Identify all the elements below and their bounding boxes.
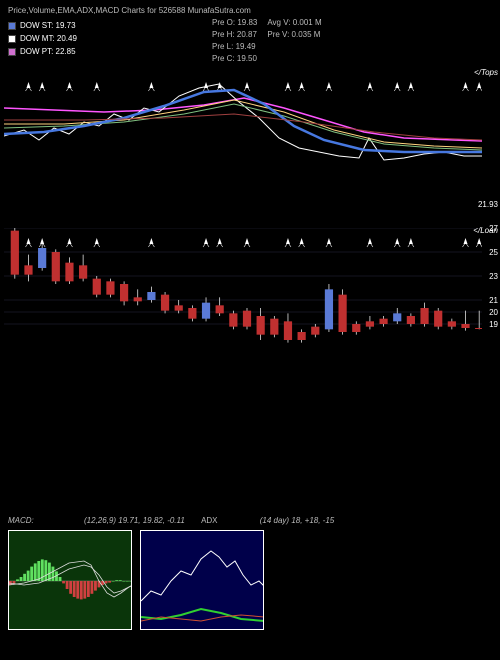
legend-item: DOW PT: 22.85 xyxy=(8,46,77,58)
indicator-labels: MACD: (12,26,9) 19.71, 19.82, -0.11 ADX … xyxy=(8,516,334,525)
ytick: 20 xyxy=(489,308,498,317)
legend-label: DOW PT: 22.85 xyxy=(20,46,76,58)
pre-close: Pre C: 19.50 xyxy=(212,54,265,64)
candlestick-chart xyxy=(4,228,482,348)
legend-swatch xyxy=(8,35,16,43)
ohlc-header: Pre O: 19.83Avg V: 0.001 M Pre H: 20.87P… xyxy=(210,16,332,66)
pre-low: Pre L: 19.49 xyxy=(212,42,265,52)
adx-panel xyxy=(140,530,264,630)
legend-label: DOW MT: 20.49 xyxy=(20,33,77,45)
pre-open: Pre O: 19.83 xyxy=(212,18,265,28)
adx-values: (14 day) 18, +18, -15 xyxy=(260,516,335,525)
legend-swatch xyxy=(8,22,16,30)
ytick: 25 xyxy=(489,248,498,257)
ytick: 27 xyxy=(489,224,498,233)
adx-label: ADX xyxy=(201,516,217,525)
ema-chart xyxy=(4,70,482,210)
ema-right-value: 21.93 xyxy=(478,200,498,209)
pre-vol: Pre V: 0.035 M xyxy=(267,30,329,40)
ema-axis-label: </Tops xyxy=(474,68,498,77)
ytick: 21 xyxy=(489,296,498,305)
macd-panel xyxy=(8,530,132,630)
pre-high: Pre H: 20.87 xyxy=(212,30,265,40)
macd-values: (12,26,9) 19.71, 19.82, -0.11 xyxy=(84,516,185,525)
legend: DOW ST: 19.73 DOW MT: 20.49 DOW PT: 22.8… xyxy=(8,20,77,59)
macd-label: MACD: xyxy=(8,516,34,525)
chart-title: Price,Volume,EMA,ADX,MACD Charts for 526… xyxy=(8,6,251,15)
ytick: 19 xyxy=(489,320,498,329)
legend-label: DOW ST: 19.73 xyxy=(20,20,76,32)
legend-item: DOW MT: 20.49 xyxy=(8,33,77,45)
legend-item: DOW ST: 19.73 xyxy=(8,20,77,32)
legend-swatch xyxy=(8,48,16,56)
avg-vol: Avg V: 0.001 M xyxy=(267,18,329,28)
ytick: 23 xyxy=(489,272,498,281)
